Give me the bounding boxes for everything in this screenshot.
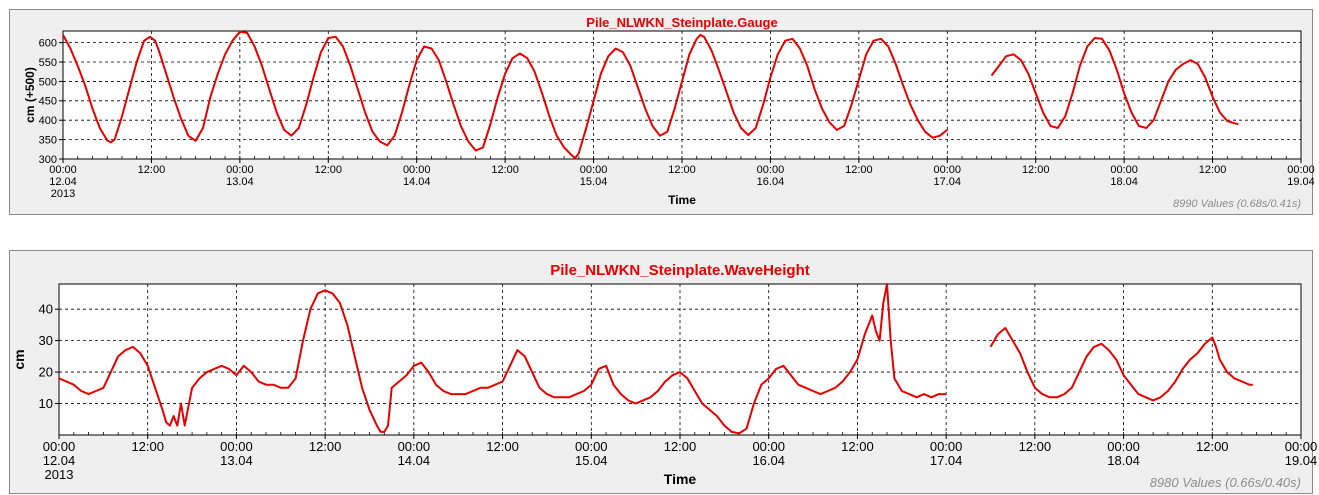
x-tick-label: 13.04 xyxy=(220,453,253,468)
gauge-chart: Pile_NLWKN_Steinplate.Gauge 300 350 400 450 5… xyxy=(23,15,1315,210)
x-tick-label: 12:00 xyxy=(486,439,519,454)
x-tick-label: 00:00 xyxy=(1110,164,1138,176)
y-tick-label: 40 xyxy=(39,302,53,317)
values-count-note: 8980 Values (0.66s/0.40s) xyxy=(1150,475,1301,490)
x-tick-label: 12:00 xyxy=(491,164,519,176)
x-tick-label: 00:00 xyxy=(1107,439,1140,454)
waveheight-chart: Pile_NLWKN_Steinplate.WaveHeight 10 20 30 40… xyxy=(11,262,1317,490)
y-tick-label: 400 xyxy=(39,115,57,127)
x-tick-label: 00:00 xyxy=(580,164,608,176)
x-tick-label: 00:00 xyxy=(226,164,254,176)
x-tick-label: 16.04 xyxy=(757,176,785,188)
chart-title: Pile_NLWKN_Steinplate.Gauge xyxy=(586,15,777,30)
x-tick-label: 15.04 xyxy=(580,176,608,188)
x-tick-label: 00:00 xyxy=(934,164,962,176)
x-tick-label: 19.04 xyxy=(1287,176,1315,188)
x-tick-label: 14.04 xyxy=(398,453,431,468)
x-tick-label: 12:00 xyxy=(668,164,696,176)
series-line xyxy=(58,283,947,435)
x-tick-label: 12:00 xyxy=(845,164,873,176)
y-tick-label: 550 xyxy=(39,57,57,69)
x-tick-label: 00:00 xyxy=(930,439,963,454)
x-axis-title: Time xyxy=(664,471,697,487)
x-tick-label: 12:00 xyxy=(1196,439,1229,454)
x-tick-label: 00:00 xyxy=(403,164,431,176)
x-tick-label: 12:00 xyxy=(664,439,697,454)
x-tick-label: 12:00 xyxy=(1199,164,1227,176)
series-line xyxy=(989,327,1253,402)
x-tick-label: 2013 xyxy=(51,188,75,200)
x-tick-label: 12.04 xyxy=(49,176,77,188)
x-tick-label: 00:00 xyxy=(757,164,785,176)
x-tick-label: 00:00 xyxy=(398,439,431,454)
y-tick-label: 30 xyxy=(39,333,53,348)
x-tick-label: 18.04 xyxy=(1107,453,1140,468)
x-tick-label: 16.04 xyxy=(752,453,785,468)
x-tick-label: 00:00 xyxy=(220,439,253,454)
y-tick-label: 450 xyxy=(39,96,57,108)
x-tick-label: 12:00 xyxy=(131,439,164,454)
x-tick-label: 18.04 xyxy=(1110,176,1138,188)
plot-area xyxy=(62,30,1302,160)
series-line xyxy=(990,37,1239,129)
gauge-chart-panel: Pile_NLWKN_Steinplate.Gauge 300 350 400 450 5… xyxy=(9,9,1315,215)
x-tick-label: 12:00 xyxy=(1022,164,1050,176)
x-axis-title: Time xyxy=(668,193,696,207)
y-axis-title: cm xyxy=(11,349,27,369)
x-tick-label: 12:00 xyxy=(1019,439,1052,454)
x-tick-label: 12:00 xyxy=(841,439,874,454)
x-tick-label: 14.04 xyxy=(403,176,431,188)
x-tick-label: 2013 xyxy=(45,467,74,482)
y-tick-label: 10 xyxy=(39,396,53,411)
chart-title: Pile_NLWKN_Steinplate.WaveHeight xyxy=(550,262,810,279)
x-tick-label: 00:00 xyxy=(1287,164,1315,176)
y-tick-label: 300 xyxy=(39,154,57,166)
series-line xyxy=(62,30,948,160)
y-tick-label: 600 xyxy=(39,37,57,49)
values-count-note: 8990 Values (0.68s/0.41s) xyxy=(1173,198,1301,210)
x-tick-label: 13.04 xyxy=(226,176,254,188)
x-tick-label: 12:00 xyxy=(309,439,342,454)
x-tick-label: 17.04 xyxy=(930,453,963,468)
y-tick-label: 500 xyxy=(39,76,57,88)
x-tick-label: 15.04 xyxy=(575,453,608,468)
waveheight-chart-panel: Pile_NLWKN_Steinplate.WaveHeight 10 20 30 40… xyxy=(9,250,1317,494)
x-tick-label: 12:00 xyxy=(315,164,343,176)
x-tick-label: 12.04 xyxy=(43,453,76,468)
x-tick-label: 00:00 xyxy=(49,164,77,176)
y-axis-title: cm (+500) xyxy=(23,67,37,123)
x-tick-label: 00:00 xyxy=(752,439,785,454)
y-tick-label: 20 xyxy=(39,365,53,380)
x-tick-label: 12:00 xyxy=(138,164,166,176)
x-tick-label: 17.04 xyxy=(934,176,962,188)
x-tick-label: 00:00 xyxy=(1285,439,1318,454)
y-tick-label: 350 xyxy=(39,134,57,146)
x-tick-label: 00:00 xyxy=(575,439,608,454)
x-tick-label: 00:00 xyxy=(43,439,76,454)
x-tick-label: 19.04 xyxy=(1285,453,1318,468)
